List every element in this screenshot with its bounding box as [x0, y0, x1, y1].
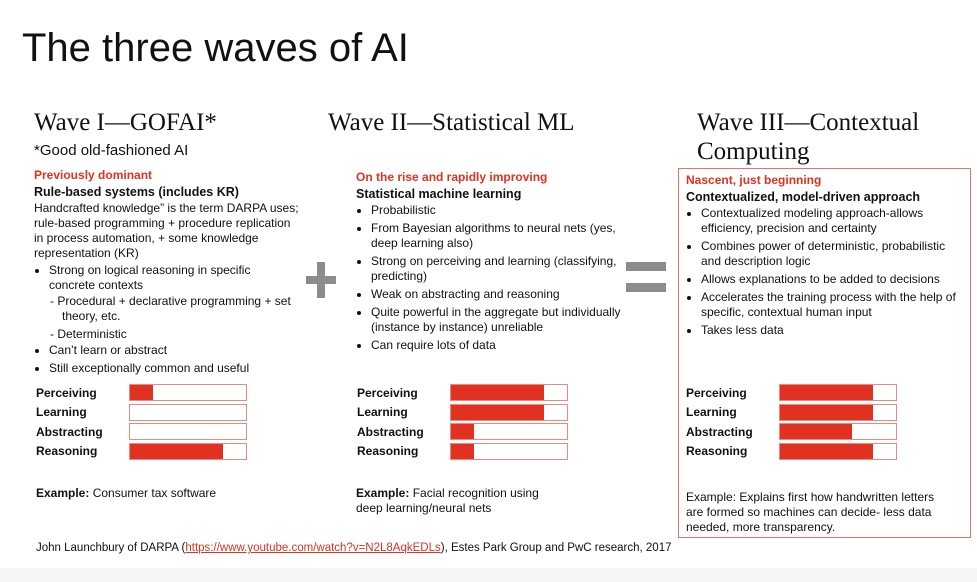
wave1-capability-bars: Perceiving Learning Abstracting Reasoning — [36, 383, 247, 461]
plus-icon — [306, 262, 336, 298]
capability-label: Perceiving — [36, 385, 97, 400]
wave3-heading: Wave III—Contextual Computing — [697, 109, 920, 165]
capability-row: Perceiving — [357, 383, 568, 403]
capability-row: Abstracting — [36, 422, 247, 442]
capability-bar-fill — [130, 385, 154, 401]
capability-bar-fill — [451, 404, 544, 420]
wave2-capability-bars: Perceiving Learning Abstracting Reasoning — [357, 383, 568, 461]
bullet: Still exceptionally common and useful — [49, 361, 299, 376]
capability-bar-fill — [130, 443, 223, 459]
capability-bar — [450, 403, 568, 421]
wave2-heading: Wave II—Statistical ML — [328, 109, 575, 136]
capability-label: Abstracting — [686, 424, 753, 439]
wave1-status: Previously dominant — [34, 168, 153, 182]
capability-bar-fill — [780, 385, 873, 401]
source-link[interactable]: https://www.youtube.com/watch?v=N2L8AqkE… — [185, 542, 441, 554]
capability-bar — [129, 384, 247, 402]
capability-bar-fill — [451, 443, 475, 459]
equals-icon — [626, 262, 666, 292]
capability-bar-fill — [780, 424, 852, 440]
bullet: Weak on abstracting and reasoning — [371, 287, 626, 302]
capability-bar-fill — [780, 443, 873, 459]
capability-row: Learning — [357, 403, 568, 423]
capability-row: Reasoning — [357, 442, 568, 462]
capability-row: Perceiving — [36, 383, 247, 403]
wave1-heading: Wave I—GOFAI* — [34, 109, 217, 136]
capability-bar — [779, 442, 897, 460]
wave2-status: On the rise and rapidly improving — [356, 170, 548, 184]
capability-label: Learning — [357, 405, 408, 420]
wave1-intro: Handcrafted knowledge” is the term DARPA… — [34, 201, 299, 260]
sub-bullet: Deterministic — [57, 327, 299, 342]
capability-label: Learning — [686, 405, 737, 420]
capability-row: Abstracting — [357, 422, 568, 442]
wave1-note: *Good old-fashioned AI — [34, 142, 189, 159]
capability-label: Perceiving — [686, 385, 747, 400]
wave3-highlight-box — [678, 168, 971, 538]
capability-bar-fill — [451, 385, 544, 401]
capability-row: Learning — [686, 403, 897, 423]
sub-bullet: Procedural + declarative programming + s… — [57, 294, 299, 324]
wave2-example: Example: Facial recognition using deep l… — [356, 486, 539, 515]
capability-bar — [779, 403, 897, 421]
wave2-subtitle: Statistical machine learning — [356, 187, 522, 201]
capability-bar — [129, 423, 247, 441]
bullet: Contextualized modeling approach-allows … — [701, 206, 968, 236]
bullet: Takes less data — [701, 323, 968, 338]
bullet: Strong on perceiving and learning (class… — [371, 254, 626, 284]
bullet: Allows explanations to be added to decis… — [701, 272, 968, 287]
capability-bar — [129, 442, 247, 460]
capability-row: Perceiving — [686, 383, 897, 403]
capability-bar — [450, 384, 568, 402]
wave1-subtitle: Rule-based systems (includes KR) — [34, 185, 239, 199]
bullet: From Bayesian algorithms to neural nets … — [371, 221, 626, 251]
bullet: Can’t learn or abstract — [49, 343, 299, 358]
capability-label: Perceiving — [357, 385, 418, 400]
bullet: Accelerates the training process with th… — [701, 290, 968, 320]
capability-row: Abstracting — [686, 422, 897, 442]
wave1-example: Example: Consumer tax software — [36, 486, 217, 500]
bullet: Can require lots of data — [371, 338, 626, 353]
capability-bar-fill — [780, 404, 873, 420]
capability-label: Reasoning — [357, 444, 419, 459]
capability-label: Learning — [36, 405, 87, 420]
bullet: Quite powerful in the aggregate but indi… — [371, 305, 626, 335]
wave3-subtitle: Contextualized, model-driven approach — [686, 190, 921, 204]
wave3-capability-bars: Perceiving Learning Abstracting Reasoning — [686, 383, 897, 461]
capability-label: Abstracting — [357, 424, 424, 439]
bottom-strip — [0, 568, 977, 582]
source-citation: John Launchbury of DARPA (https://www.yo… — [36, 542, 672, 554]
wave3-status: Nascent, just beginning — [686, 173, 822, 187]
bullet: Combines power of deterministic, probabi… — [701, 239, 968, 269]
capability-row: Reasoning — [686, 442, 897, 462]
capability-row: Reasoning — [36, 442, 247, 462]
bullet: Probabilistic — [371, 203, 626, 218]
capability-label: Reasoning — [36, 444, 98, 459]
capability-bar — [450, 423, 568, 441]
capability-label: Abstracting — [36, 424, 103, 439]
capability-label: Reasoning — [686, 444, 748, 459]
bullet: Strong on logical reasoning in specific … — [49, 263, 299, 293]
slide-title: The three waves of AI — [22, 26, 409, 70]
capability-bar — [450, 442, 568, 460]
capability-bar — [779, 384, 897, 402]
capability-bar-fill — [451, 424, 475, 440]
wave3-example: Example: Explains first how handwritten … — [686, 490, 935, 534]
capability-bar — [779, 423, 897, 441]
capability-row: Learning — [36, 403, 247, 423]
capability-bar — [129, 403, 247, 421]
